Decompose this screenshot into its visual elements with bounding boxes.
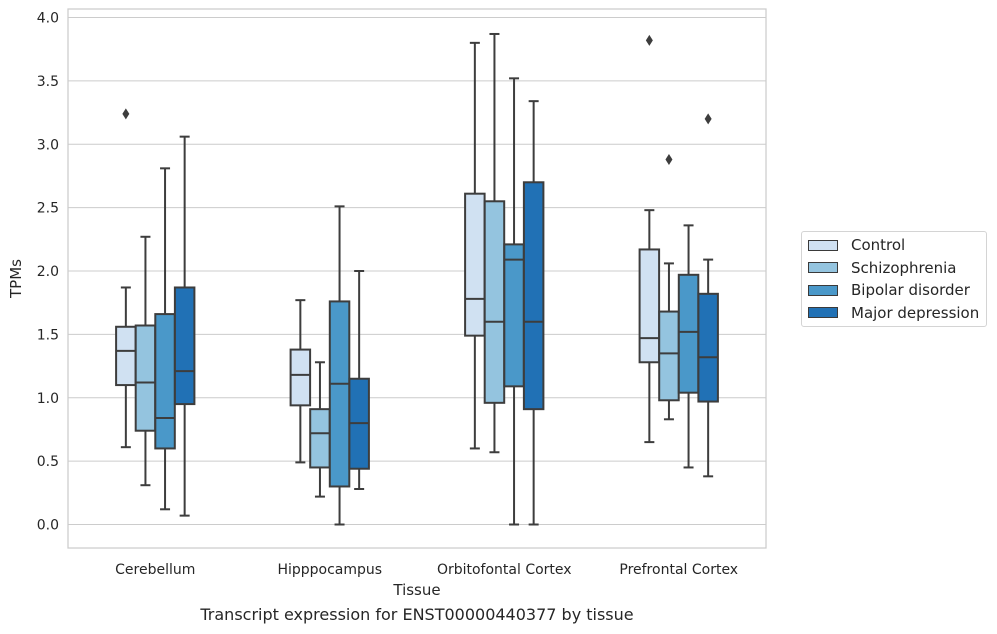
box-body [289,348,312,407]
y-tick-label: 3.5 [37,74,59,90]
x-tick-label: Orbitofontal Cortex [437,562,572,578]
box-bipolar-disorder [328,205,351,526]
y-tick-label: 1.5 [37,327,59,343]
box-control [464,41,486,450]
outlier-point [645,34,653,46]
y-tick-label: 0.5 [37,454,59,470]
y-axis-label: TPMs [7,259,25,299]
plot-area [67,8,767,549]
box-body [115,325,137,387]
x-axis-label: Tissue [392,581,440,599]
box-schizophrenia [134,235,157,487]
y-tick-label: 3.0 [37,137,59,153]
legend-swatch-control [808,239,838,251]
legend-item-major-depression: Major depression [808,303,979,323]
box-major-depression [697,113,719,478]
chart-caption: Transcript expression for ENST0000044037… [200,605,634,624]
box-body [154,313,176,450]
legend-swatch-schizophrenia [808,262,838,273]
y-tick-label: 1.0 [37,391,59,407]
box-body [309,408,331,469]
box-body [503,243,525,388]
outlier-point [665,153,673,165]
box-body [522,181,545,411]
y-axis-ticks: 0.0 0.5 1.0 1.5 2.0 2.5 3.0 3.5 4.0 [37,11,59,534]
y-tick-label: 2.5 [37,201,59,217]
box-bipolar-disorder [677,224,700,469]
box-body [328,300,351,488]
boxes [115,32,719,526]
outlier-point [704,113,712,125]
legend-label: Bipolar disorder [851,281,970,299]
legend-swatch-bipolar-disorder [808,284,838,296]
box-control [638,34,661,444]
box-body [464,192,486,337]
box-body [483,200,506,404]
legend-label: Schizophrenia [851,258,957,277]
box-body [638,248,661,364]
box-control [289,299,312,464]
x-tick-label: Hipppocampus [277,562,382,578]
box-body [658,310,680,402]
box-schizophrenia [483,32,506,454]
box-bipolar-disorder [154,167,176,511]
box-bipolar-disorder [503,77,525,526]
box-major-depression [522,100,545,526]
legend-item-control: Control [808,235,905,255]
legend: Control Schizophrenia Bipolar disorder M… [801,231,987,327]
box-body [134,324,157,432]
box-schizophrenia [658,153,680,421]
box-body [173,286,196,406]
y-tick-label: 0.0 [37,518,59,534]
legend-label: Control [851,236,906,254]
legend-swatch-major-depression [808,307,838,318]
box-body [697,292,719,403]
legend-item-bipolar-disorder: Bipolar disorder [808,280,970,300]
box-body [677,273,700,394]
x-tick-label: Cerebellum [115,562,195,578]
x-tick-label: Prefrontal Cortex [619,562,738,578]
box-major-depression [348,270,370,491]
legend-label: Major depression [851,303,980,322]
legend-item-schizophrenia: Schizophrenia [808,258,956,278]
x-axis-ticks: Cerebellum Hipppocampus Orbitofontal Corte… [115,562,738,578]
box-major-depression [173,135,196,517]
y-tick-label: 4.0 [37,11,59,27]
box-control [115,108,137,449]
box-schizophrenia [309,361,331,498]
y-tick-label: 2.0 [37,264,59,280]
outlier-point [122,108,130,120]
